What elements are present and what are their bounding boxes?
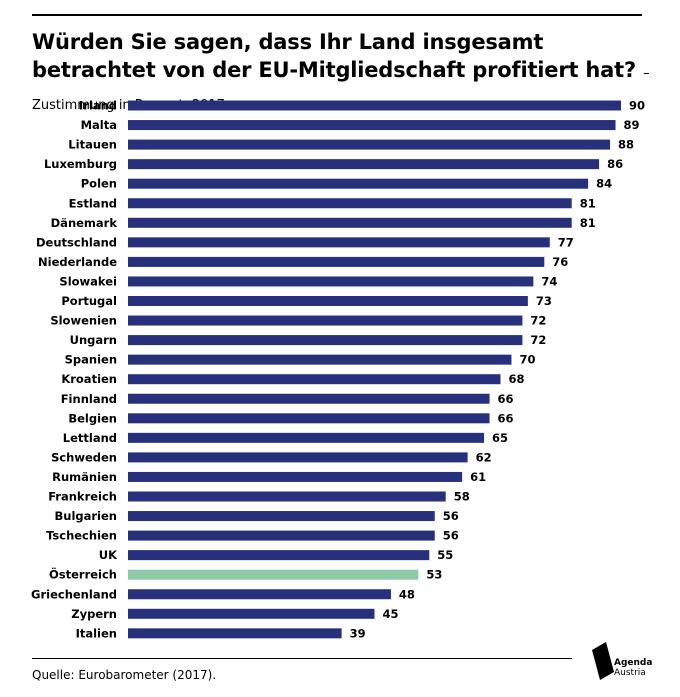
category-label: Niederlande — [38, 255, 117, 269]
value-label: 66 — [498, 392, 514, 406]
value-label: 62 — [476, 450, 492, 464]
bar — [128, 139, 611, 150]
value-label: 72 — [530, 314, 546, 328]
logo-text: Agenda Austria — [614, 658, 652, 678]
category-label: Malta — [81, 118, 117, 132]
category-label: Italien — [76, 626, 117, 640]
bar — [128, 550, 430, 561]
logo-line-1: Agenda — [614, 658, 653, 668]
bar — [128, 100, 621, 111]
bar — [128, 628, 342, 639]
category-label: Finnland — [61, 392, 117, 406]
top-rule — [32, 14, 642, 16]
category-label: Spanien — [65, 353, 117, 367]
bar — [128, 276, 534, 287]
value-label: 81 — [580, 196, 596, 210]
value-label: 68 — [508, 372, 524, 386]
bar — [128, 511, 435, 522]
bar — [128, 530, 435, 541]
bottom-rule — [32, 658, 572, 659]
category-label: Deutschland — [36, 235, 117, 249]
category-label: Dänemark — [51, 216, 118, 230]
value-label: 74 — [541, 274, 557, 288]
category-label: UK — [99, 548, 118, 562]
agenda-austria-logo: Agenda Austria — [590, 642, 652, 692]
value-label: 84 — [596, 177, 612, 191]
category-label: Bulgarien — [55, 509, 118, 523]
category-label: Litauen — [68, 138, 117, 152]
category-label: Ungarn — [70, 333, 117, 347]
value-label: 65 — [492, 431, 508, 445]
value-label: 48 — [399, 587, 415, 601]
category-label: Kroatien — [61, 372, 117, 386]
value-label: 88 — [618, 138, 634, 152]
category-label: Slowakei — [59, 274, 117, 288]
value-label: 56 — [443, 509, 459, 523]
bar-highlight — [128, 569, 419, 580]
value-label: 90 — [629, 99, 645, 113]
value-label: 89 — [624, 118, 640, 132]
bar — [128, 491, 446, 502]
bar — [128, 432, 485, 443]
bar — [128, 217, 572, 228]
bar — [128, 237, 550, 248]
value-label: 72 — [530, 333, 546, 347]
bar — [128, 315, 523, 326]
bar — [128, 452, 468, 463]
category-label: Estland — [69, 196, 117, 210]
value-label: 70 — [519, 353, 535, 367]
bar — [128, 393, 490, 404]
value-label: 55 — [437, 548, 453, 562]
bar — [128, 296, 528, 306]
value-label: 66 — [498, 411, 514, 425]
bar — [128, 159, 600, 170]
category-label: Luxemburg — [44, 157, 117, 171]
bar — [128, 589, 391, 600]
category-label: Österreich — [49, 567, 117, 582]
bar — [128, 256, 545, 267]
category-label: Polen — [81, 177, 117, 191]
bar — [128, 120, 616, 131]
bar — [128, 198, 572, 209]
category-label: Belgien — [68, 411, 117, 425]
bar — [128, 354, 512, 365]
value-label: 77 — [558, 235, 574, 249]
logo-mark-icon — [592, 642, 614, 680]
value-label: 61 — [470, 470, 486, 484]
value-label: 73 — [536, 294, 552, 308]
category-label: Irland — [79, 99, 117, 113]
chart-title: Würden Sie sagen, dass Ihr Land insgesam… — [32, 28, 652, 120]
chart-title-text: Würden Sie sagen, dass Ihr Land insgesam… — [32, 30, 636, 82]
bar — [128, 413, 490, 424]
category-label: Tschechien — [46, 529, 117, 543]
logo-line-2: Austria — [614, 668, 646, 678]
value-label: 86 — [607, 157, 623, 171]
bar — [128, 374, 501, 385]
bar — [128, 608, 375, 619]
value-label: 56 — [443, 529, 459, 543]
value-label: 53 — [426, 568, 442, 582]
category-label: Schweden — [51, 450, 117, 464]
value-label: 58 — [454, 490, 470, 504]
category-label: Frankreich — [48, 490, 117, 504]
category-label: Slowenien — [50, 314, 117, 328]
category-label: Rumänien — [52, 470, 117, 484]
value-label: 76 — [552, 255, 568, 269]
value-label: 81 — [580, 216, 596, 230]
value-label: 39 — [350, 626, 366, 640]
value-label: 45 — [383, 607, 399, 621]
category-label: Zypern — [71, 607, 117, 621]
bar — [128, 178, 589, 189]
category-label: Portugal — [61, 294, 117, 308]
bar — [128, 471, 463, 482]
source-note: Quelle: Eurobarometer (2017). — [32, 668, 217, 682]
category-label: Lettland — [63, 431, 117, 445]
bar — [128, 335, 523, 346]
category-label: Griechenland — [31, 587, 117, 601]
